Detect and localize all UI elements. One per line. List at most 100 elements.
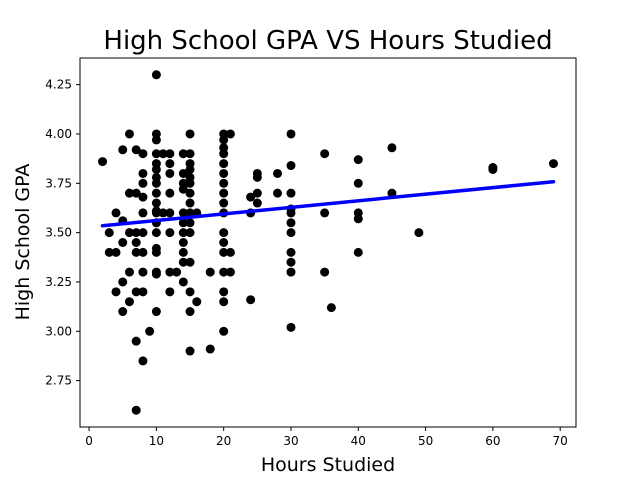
data-point <box>286 218 296 228</box>
data-point <box>111 247 121 257</box>
data-point <box>124 267 134 277</box>
data-point <box>286 208 296 218</box>
data-point <box>151 247 161 257</box>
data-point <box>165 188 175 198</box>
y-tick-label: 3.75 <box>45 176 72 190</box>
data-point <box>178 238 188 247</box>
data-point <box>219 238 229 247</box>
data-point <box>131 405 141 415</box>
data-point <box>118 277 128 287</box>
data-point <box>138 149 148 159</box>
data-point <box>548 159 558 169</box>
data-point <box>219 168 229 178</box>
data-point <box>178 218 188 228</box>
data-point <box>246 295 256 305</box>
data-point <box>138 228 148 238</box>
data-point <box>178 228 188 238</box>
data-point <box>138 356 148 366</box>
data-point <box>414 228 424 238</box>
data-point <box>353 178 363 188</box>
data-point <box>165 149 175 159</box>
data-point <box>165 267 175 277</box>
data-point <box>98 157 108 167</box>
y-tick-label: 3.50 <box>45 226 72 240</box>
chart-title: High School GPA VS Hours Studied <box>103 26 552 56</box>
data-point <box>138 208 148 218</box>
data-point <box>185 208 195 218</box>
data-point <box>131 145 141 155</box>
data-point <box>219 247 229 257</box>
data-point <box>192 297 202 307</box>
data-point <box>326 303 336 313</box>
data-point <box>118 307 128 317</box>
data-point <box>151 149 161 159</box>
x-tick-label: 20 <box>216 434 231 448</box>
data-point <box>286 247 296 257</box>
data-point <box>138 247 148 257</box>
data-point <box>185 228 195 238</box>
data-point <box>185 307 195 317</box>
data-point <box>353 155 363 165</box>
data-point <box>131 238 141 247</box>
data-point <box>178 247 188 257</box>
data-point <box>151 269 161 279</box>
data-point <box>124 228 134 238</box>
data-point <box>151 198 161 208</box>
data-point <box>225 267 235 277</box>
data-point <box>104 228 114 238</box>
data-point <box>158 208 168 218</box>
y-tick-label: 4.00 <box>45 127 72 141</box>
data-point <box>219 188 229 198</box>
data-point <box>131 336 141 346</box>
data-point <box>205 267 215 277</box>
data-point <box>118 238 128 247</box>
data-point <box>124 129 134 139</box>
data-point <box>252 172 262 182</box>
trend-line <box>100 179 556 228</box>
data-point <box>219 297 229 307</box>
data-point <box>138 287 148 297</box>
y-tick-label: 2.75 <box>45 374 72 388</box>
data-point <box>219 267 229 277</box>
data-point <box>178 277 188 287</box>
points-layer <box>98 70 558 415</box>
data-point <box>219 228 229 238</box>
x-tick-label: 10 <box>149 434 164 448</box>
data-point <box>124 297 134 307</box>
data-point <box>185 198 195 208</box>
data-point <box>219 135 229 145</box>
data-point <box>286 322 296 332</box>
data-point <box>131 188 141 198</box>
trend-line-layer <box>100 179 556 228</box>
data-point <box>219 198 229 208</box>
plot-frame <box>79 57 577 428</box>
y-tick-label: 3.25 <box>45 275 72 289</box>
data-point <box>145 326 155 336</box>
data-point <box>320 267 330 277</box>
data-point <box>158 149 168 159</box>
data-point <box>185 178 195 188</box>
x-axis: 0 10 20 30 40 50 60 70 <box>85 427 568 448</box>
data-point <box>131 228 141 238</box>
data-point <box>178 184 188 194</box>
data-point <box>219 287 229 297</box>
data-point <box>246 192 256 202</box>
data-point <box>165 159 175 169</box>
x-tick-label: 30 <box>283 434 298 448</box>
data-point <box>172 267 182 277</box>
data-point <box>320 149 330 159</box>
data-point <box>165 228 175 238</box>
data-point <box>151 135 161 145</box>
data-point <box>286 129 296 139</box>
data-point <box>165 168 175 178</box>
data-point <box>178 208 188 218</box>
x-tick-label: 60 <box>485 434 500 448</box>
x-tick-label: 40 <box>351 434 366 448</box>
data-point <box>225 247 235 257</box>
data-point <box>104 247 114 257</box>
data-point <box>353 214 363 224</box>
data-point <box>185 346 195 356</box>
data-point <box>286 228 296 238</box>
data-point <box>286 188 296 198</box>
